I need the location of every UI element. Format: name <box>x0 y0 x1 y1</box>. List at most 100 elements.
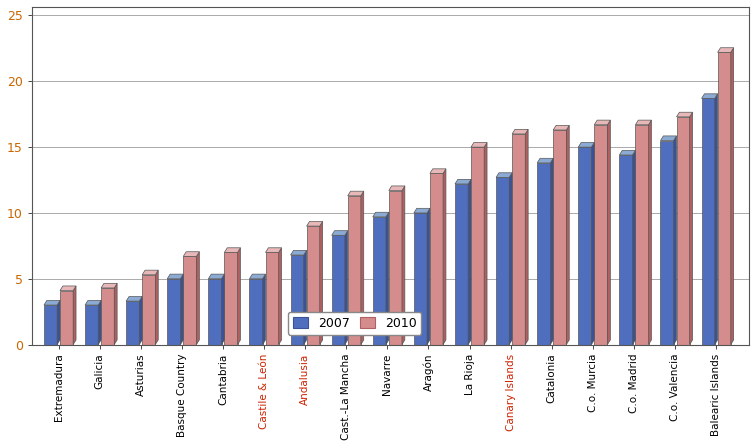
Polygon shape <box>60 286 76 291</box>
Bar <box>265 253 279 345</box>
Polygon shape <box>279 248 281 345</box>
Polygon shape <box>689 112 692 345</box>
Polygon shape <box>455 179 471 184</box>
Polygon shape <box>566 126 569 345</box>
Polygon shape <box>512 129 528 134</box>
Polygon shape <box>197 252 200 345</box>
Polygon shape <box>386 212 389 345</box>
Polygon shape <box>101 283 117 288</box>
Polygon shape <box>98 300 101 345</box>
Bar <box>373 217 386 345</box>
Bar <box>225 253 237 345</box>
Bar <box>496 177 510 345</box>
Polygon shape <box>290 250 307 255</box>
Polygon shape <box>714 94 717 345</box>
Polygon shape <box>181 274 183 345</box>
Bar <box>635 125 649 345</box>
Bar <box>307 226 320 345</box>
Legend: 2007, 2010: 2007, 2010 <box>288 312 421 335</box>
Polygon shape <box>608 120 610 345</box>
Polygon shape <box>427 208 430 345</box>
Bar <box>619 155 633 345</box>
Polygon shape <box>496 173 512 177</box>
Bar <box>389 190 402 345</box>
Bar <box>538 163 550 345</box>
Polygon shape <box>578 143 594 147</box>
Polygon shape <box>591 143 594 345</box>
Bar <box>455 184 468 345</box>
Polygon shape <box>635 120 652 125</box>
Polygon shape <box>222 274 225 345</box>
Bar <box>594 125 608 345</box>
Polygon shape <box>471 143 487 147</box>
Bar <box>101 288 114 345</box>
Bar <box>471 147 484 345</box>
Polygon shape <box>345 231 348 345</box>
Bar <box>85 305 98 345</box>
Polygon shape <box>443 169 446 345</box>
Polygon shape <box>332 231 348 235</box>
Polygon shape <box>320 221 323 345</box>
Bar <box>578 147 591 345</box>
Polygon shape <box>262 274 265 345</box>
Polygon shape <box>414 208 430 213</box>
Bar <box>142 275 155 345</box>
Bar <box>348 196 361 345</box>
Polygon shape <box>619 150 635 155</box>
Polygon shape <box>633 150 635 345</box>
Bar <box>44 305 57 345</box>
Polygon shape <box>85 300 101 305</box>
Polygon shape <box>550 158 553 345</box>
Bar <box>677 117 689 345</box>
Polygon shape <box>731 48 733 345</box>
Polygon shape <box>510 173 512 345</box>
Polygon shape <box>225 248 240 253</box>
Bar <box>414 213 427 345</box>
Bar <box>60 291 73 345</box>
Polygon shape <box>126 296 142 301</box>
Polygon shape <box>402 186 404 345</box>
Bar <box>290 255 304 345</box>
Polygon shape <box>142 270 158 275</box>
Polygon shape <box>183 252 200 256</box>
Bar <box>702 98 714 345</box>
Bar <box>512 134 525 345</box>
Polygon shape <box>538 158 553 163</box>
Polygon shape <box>484 143 487 345</box>
Bar <box>661 140 674 345</box>
Polygon shape <box>209 274 225 279</box>
Polygon shape <box>167 274 183 279</box>
Polygon shape <box>139 296 142 345</box>
Bar <box>430 173 443 345</box>
Polygon shape <box>553 126 569 130</box>
Polygon shape <box>717 48 733 52</box>
Polygon shape <box>594 120 610 125</box>
Bar <box>126 301 139 345</box>
Bar <box>249 279 262 345</box>
Polygon shape <box>265 248 281 253</box>
Polygon shape <box>649 120 652 345</box>
Bar <box>183 256 197 345</box>
Polygon shape <box>389 186 404 190</box>
Polygon shape <box>430 169 446 173</box>
Polygon shape <box>57 300 60 345</box>
Polygon shape <box>155 270 158 345</box>
Polygon shape <box>44 300 60 305</box>
Polygon shape <box>702 94 717 98</box>
Bar <box>553 130 566 345</box>
Polygon shape <box>237 248 240 345</box>
Polygon shape <box>468 179 471 345</box>
Polygon shape <box>114 283 117 345</box>
Polygon shape <box>525 129 528 345</box>
Bar <box>717 52 731 345</box>
Polygon shape <box>249 274 265 279</box>
Polygon shape <box>361 191 364 345</box>
Bar <box>332 235 345 345</box>
Polygon shape <box>661 136 677 140</box>
Polygon shape <box>373 212 389 217</box>
Polygon shape <box>674 136 677 345</box>
Bar <box>167 279 181 345</box>
Bar <box>209 279 222 345</box>
Polygon shape <box>677 112 692 117</box>
Polygon shape <box>307 221 323 226</box>
